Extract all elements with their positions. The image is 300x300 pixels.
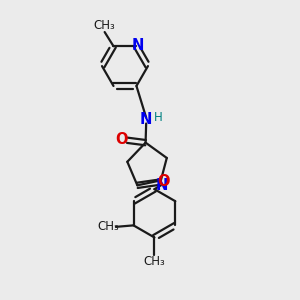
Text: N: N bbox=[155, 178, 168, 193]
Text: CH₃: CH₃ bbox=[97, 220, 119, 233]
Text: N: N bbox=[140, 112, 152, 127]
Text: N: N bbox=[132, 38, 144, 53]
Text: O: O bbox=[158, 174, 170, 189]
Text: H: H bbox=[154, 111, 162, 124]
Text: CH₃: CH₃ bbox=[94, 19, 116, 32]
Text: CH₃: CH₃ bbox=[143, 254, 165, 268]
Text: O: O bbox=[115, 132, 128, 147]
